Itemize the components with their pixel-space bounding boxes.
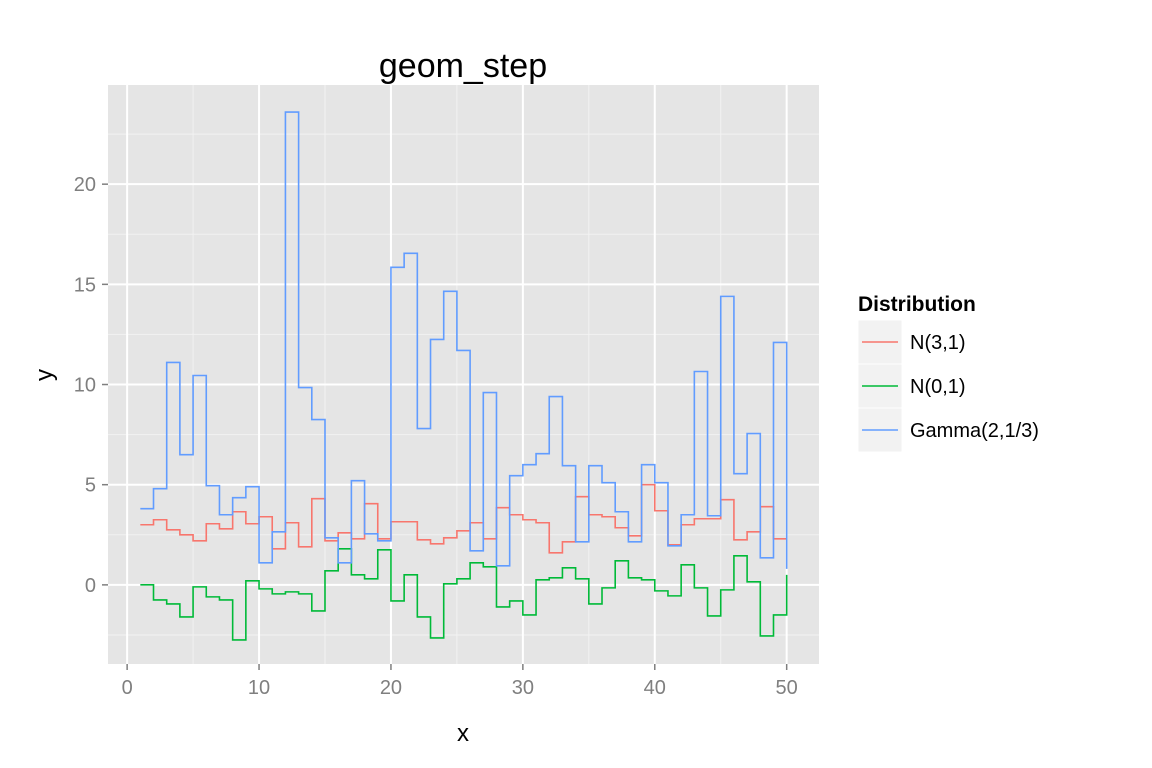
legend-title: Distribution [858,293,976,316]
series-line [140,111,788,569]
y-tick-label: 20 [74,174,96,196]
axes: 0 10 20 30 40 50 0 5 10 15 20 [74,174,798,699]
x-tick-label: 0 [122,677,133,699]
plot-panel [108,85,819,664]
series-line [140,483,787,554]
y-tick-label: 5 [85,475,96,497]
x-tick-label: 20 [380,677,402,699]
legend-item: N(0,1) [857,363,966,409]
y-axis-title: y [31,369,58,381]
legend-item: N(3,1) [857,319,966,365]
x-tick-label: 30 [512,677,534,699]
legend-label: Gamma(2,1/3) [910,420,1039,442]
series-line [140,548,788,641]
y-tick-label: 0 [85,575,96,597]
x-tick-label: 50 [776,677,798,699]
chart-title: geom_step [379,47,547,85]
legend-label: N(3,1) [910,332,966,354]
legend-item: Gamma(2,1/3) [857,407,1039,453]
legend: Distribution N(3,1) N(0,1) Gamma(2,1/3) [857,293,1039,453]
x-tick-label: 40 [644,677,666,699]
y-tick-label: 15 [74,274,96,296]
x-tick-label: 10 [248,677,270,699]
series-layer [140,111,788,641]
y-tick-label: 10 [74,375,96,397]
legend-label: N(0,1) [910,376,966,398]
x-axis-title: x [457,720,469,747]
